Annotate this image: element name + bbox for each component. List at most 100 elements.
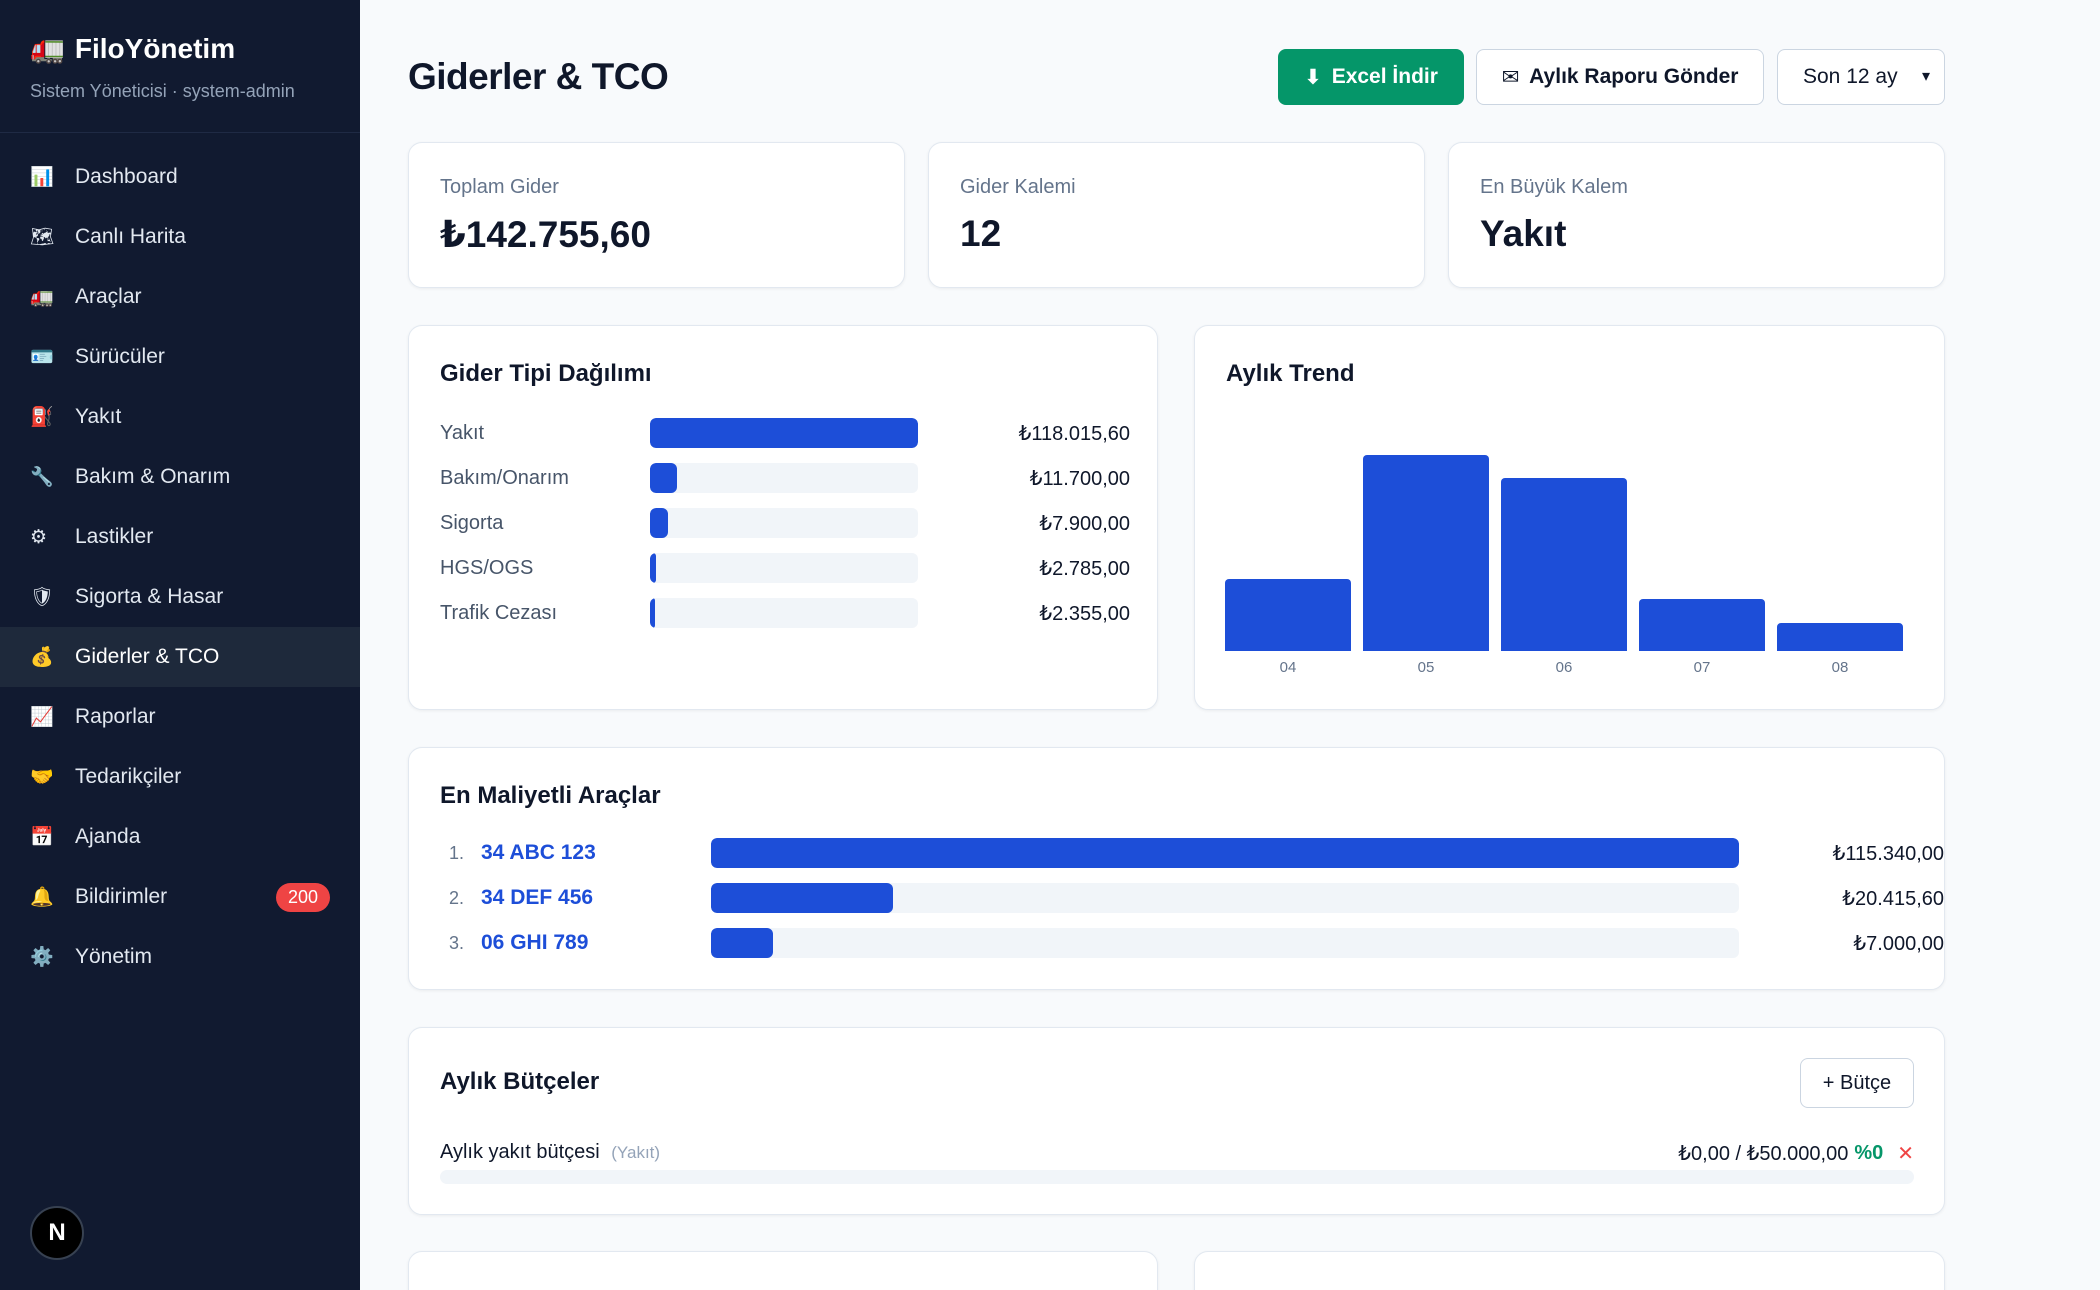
trend-bar[interactable]	[1639, 599, 1765, 651]
sidebar-item-yakıt[interactable]: ⛽ Yakıt	[0, 387, 360, 447]
add-budget-button[interactable]: + Bütçe	[1800, 1058, 1914, 1108]
distribution-bar-fill	[650, 553, 657, 583]
budget-name-label: Aylık yakıt bütçesi	[440, 1141, 600, 1163]
notification-count-badge: 200	[275, 882, 330, 912]
stat-card-total: Toplam Gider ₺142.755,60	[408, 142, 905, 288]
stat-card-largest: En Büyük Kalem Yakıt	[1448, 142, 1945, 288]
sidebar-item-tedarikçiler[interactable]: 🤝 Tedarikçiler	[0, 747, 360, 807]
stat-card-count: Gider Kalemi 12	[928, 142, 1425, 288]
distribution-value: ₺11.700,00	[1029, 467, 1130, 490]
vehicle-cost-bar-fill	[711, 883, 893, 913]
vehicle-plate-link[interactable]: 06 GHI 789	[481, 931, 589, 954]
user-line: Sistem Yöneticisi · system-admin	[30, 81, 295, 101]
distribution-bar-track	[650, 418, 918, 448]
stat-label: Toplam Gider	[440, 176, 559, 198]
distribution-value: ₺118.015,60	[1018, 422, 1130, 445]
sidebar-item-label: Yönetim	[75, 945, 153, 968]
trend-bar[interactable]	[1777, 622, 1903, 651]
expense-type-distribution-card: Gider Tipi Dağılımı Yakıt ₺118.015,60 Bakı…	[408, 325, 1158, 710]
distribution-row: Yakıt ₺118.015,60	[440, 418, 1130, 448]
vehicle-cost-bar-fill	[711, 838, 1739, 868]
vehicle-cost-bar-track	[711, 838, 1739, 868]
budget-type: (Yakıt)	[611, 1143, 661, 1162]
chevron-down-icon: ▾	[1921, 68, 1930, 85]
handshake-icon: 🤝	[30, 767, 54, 788]
distribution-bar-fill	[650, 418, 918, 448]
sidebar-item-label: Lastikler	[75, 525, 154, 548]
distribution-label: Sigorta	[440, 511, 504, 534]
trend-bar[interactable]	[1501, 478, 1627, 651]
avatar[interactable]: N	[30, 1206, 84, 1260]
sidebar-item-ajanda[interactable]: 📅 Ajanda	[0, 807, 360, 867]
money-bag-icon: 💰	[30, 647, 54, 668]
sidebar-item-sigorta-hasar[interactable]: 🛡 Sigorta & Hasar	[0, 567, 360, 627]
distribution-value: ₺2.355,00	[1039, 602, 1130, 625]
trend-bar[interactable]	[1225, 578, 1351, 651]
distribution-label: Bakım/Onarım	[440, 466, 569, 489]
period-value: Son 12 ay	[1803, 65, 1898, 88]
stat-value: Yakıt	[1480, 213, 1567, 254]
sidebar-item-lastikler[interactable]: ⚙ Lastikler	[0, 507, 360, 567]
sidebar-nav: 📊 Dashboard 🗺 Canlı Harita 🚛 Araçlar 🪪 Sürücüle…	[0, 133, 360, 987]
distribution-value: ₺7.900,00	[1039, 512, 1130, 535]
brand: 🚛 FiloYönetim Sistem Yöneticisi · system…	[0, 0, 360, 133]
excel-download-button[interactable]: ⬇ Excel İndir	[1278, 49, 1464, 105]
vehicle-rank: 2.	[449, 887, 465, 908]
card-title: En Maliyetli Araçlar	[440, 782, 661, 809]
chart-title: Aylık Trend	[1226, 360, 1355, 387]
sidebar-item-giderler-tco[interactable]: 💰 Giderler & TCO	[0, 627, 360, 687]
distribution-bar-fill	[650, 598, 656, 628]
calendar-icon: 📅	[30, 827, 54, 848]
sidebar-item-sürücüler[interactable]: 🪪 Sürücüler	[0, 327, 360, 387]
sidebar-item-bakım-onarım[interactable]: 🔧 Bakım & Onarım	[0, 447, 360, 507]
sidebar-item-label: Bakım & Onarım	[75, 465, 231, 488]
sidebar-item-label: Ajanda	[75, 825, 141, 848]
distribution-bar-track	[650, 598, 918, 628]
distribution-row: Sigorta ₺7.900,00	[440, 508, 1130, 538]
vehicle-rank: 1.	[449, 842, 465, 863]
stat-value: ₺142.755,60	[440, 214, 651, 255]
vehicle-plate-link[interactable]: 34 DEF 456	[481, 886, 594, 909]
distribution-row: Trafik Cezası ₺2.355,00	[440, 598, 1130, 628]
vehicle-cost-bar-fill	[711, 928, 774, 958]
distribution-bar-track	[650, 463, 918, 493]
sidebar-item-label: Canlı Harita	[75, 225, 186, 248]
sidebar-item-dashboard[interactable]: 📊 Dashboard	[0, 147, 360, 207]
trend-x-tick-label: 07	[1693, 659, 1711, 676]
sidebar-item-raporlar[interactable]: 📈 Raporlar	[0, 687, 360, 747]
monthly-budgets-card: Aylık Bütçeler + Bütçe Aylık yakıt bütçe…	[408, 1027, 1945, 1215]
distribution-label: HGS/OGS	[440, 556, 534, 579]
sidebar-item-label: Bildirimler	[75, 885, 168, 908]
vehicle-cost-row: 3. 06 GHI 789 ₺7.000,00	[449, 928, 1944, 958]
distribution-row: Bakım/Onarım ₺11.700,00	[440, 463, 1130, 493]
id-card-icon: 🪪	[30, 347, 54, 368]
sidebar-item-canlı-harita[interactable]: 🗺 Canlı Harita	[0, 207, 360, 267]
sidebar-item-bildirimler[interactable]: 🔔 Bildirimler 200	[0, 867, 360, 927]
truck-icon: 🚛	[30, 33, 65, 64]
vehicle-cost-bar-track	[711, 928, 1739, 958]
sidebar-item-label: Raporlar	[75, 705, 156, 728]
card-title: Aylık Bütçeler	[440, 1068, 600, 1095]
period-select[interactable]: Son 12 ay ▾	[1777, 49, 1945, 105]
trend-bar[interactable]	[1363, 455, 1489, 651]
brand-title[interactable]: 🚛 FiloYönetim	[30, 32, 330, 65]
trend-x-tick-label: 08	[1831, 659, 1849, 676]
sidebar-item-label: Araçlar	[75, 285, 142, 308]
send-monthly-report-button[interactable]: ✉ Aylık Raporu Gönder	[1476, 49, 1764, 105]
partial-card-right	[1194, 1251, 1945, 1290]
sidebar-item-yönetim[interactable]: ⚙️ Yönetim	[0, 927, 360, 987]
vehicle-cost-value: ₺115.340,00	[1832, 842, 1944, 865]
budget-percent: %0	[1854, 1142, 1884, 1164]
distribution-label: Trafik Cezası	[440, 601, 558, 624]
main-content: Giderler & TCO ⬇ Excel İndir ✉ Aylık Rap…	[360, 0, 2100, 1290]
trend-x-tick-label: 06	[1555, 659, 1573, 676]
sidebar-item-label: Tedarikçiler	[75, 765, 182, 788]
page-title: Giderler & TCO	[408, 56, 669, 97]
sidebar-item-label: Giderler & TCO	[75, 645, 220, 668]
delete-budget-icon[interactable]: ✕	[1897, 1143, 1914, 1165]
vehicle-plate-link[interactable]: 34 ABC 123	[481, 841, 596, 864]
brand-name: FiloYönetim	[74, 32, 236, 64]
stat-label: Gider Kalemi	[960, 176, 1076, 198]
sidebar-item-araçlar[interactable]: 🚛 Araçlar	[0, 267, 360, 327]
truck-icon: 🚛	[30, 287, 54, 308]
